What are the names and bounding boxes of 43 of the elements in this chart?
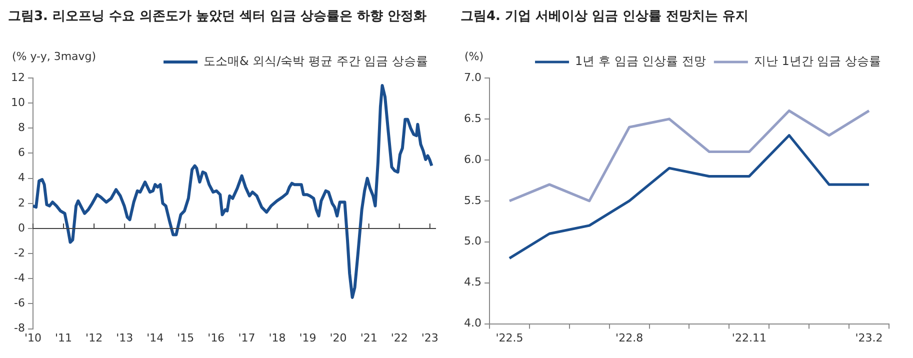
y-tick-label: -2 <box>14 246 25 260</box>
x-tick-label: '23 <box>421 331 438 344</box>
x-tick-label: '23.2 <box>854 331 882 344</box>
x-tick-label: '22.11 <box>731 331 766 344</box>
legend-label: 1년 후 임금 인상률 전망 <box>574 54 706 68</box>
x-tick-label: '14 <box>146 331 164 344</box>
x-tick-label: '21 <box>360 331 378 344</box>
y-tick-label: 5.5 <box>463 194 481 207</box>
x-tick-label: '19 <box>299 331 316 344</box>
chart-title: 그림4. 기업 서베이상 임금 인상률 전망치는 유지 <box>460 8 750 26</box>
x-tick-label: '20 <box>330 331 347 344</box>
y-axis-title: (%) <box>464 50 484 63</box>
y-tick-label: 4 <box>18 171 25 184</box>
y-tick-label: 7.0 <box>463 70 481 84</box>
chart-title: 그림3. 리오프닝 수요 의존도가 높았던 섹터 임금 상승률은 하향 안정화 <box>8 8 428 26</box>
x-tick-label: '11 <box>55 331 72 344</box>
y-tick-label: 6.5 <box>463 112 481 125</box>
x-tick-label: '22 <box>390 331 408 344</box>
x-tick-label: '18 <box>268 331 286 344</box>
x-tick-label: '10 <box>24 331 42 344</box>
y-tick-label: -8 <box>14 322 25 335</box>
y-tick-label: 12 <box>10 70 25 84</box>
y-tick-label: -4 <box>14 272 25 284</box>
x-tick-label: '13 <box>116 331 134 344</box>
legend-label: 도소매& 외식/숙박 평균 주간 임금 상승률 <box>204 54 428 68</box>
y-tick-label: 5.0 <box>463 234 481 248</box>
y-tick-label: 2 <box>18 196 25 210</box>
x-tick-label: '17 <box>238 331 256 344</box>
legend-label: 지난 1년간 임금 상승률 <box>753 54 880 68</box>
y-tick-label: 8 <box>18 121 25 134</box>
y-tick-label: 6.0 <box>463 152 481 166</box>
y-tick-label: 6 <box>18 146 25 160</box>
x-tick-label: '16 <box>208 331 225 344</box>
y-tick-label: 0 <box>18 221 25 234</box>
y-tick-label: 4.5 <box>463 276 481 289</box>
y-tick-label: -6 <box>14 296 25 310</box>
y-tick-label: 10 <box>10 96 25 109</box>
x-tick-label: '12 <box>86 331 103 344</box>
y-axis-title: (% y-y, 3mavg) <box>12 50 96 63</box>
y-tick-label: 4.0 <box>463 316 481 330</box>
x-tick-label: '15 <box>177 331 194 344</box>
x-tick-label: '22.5 <box>495 331 523 344</box>
x-tick-label: '22.8 <box>615 331 643 344</box>
